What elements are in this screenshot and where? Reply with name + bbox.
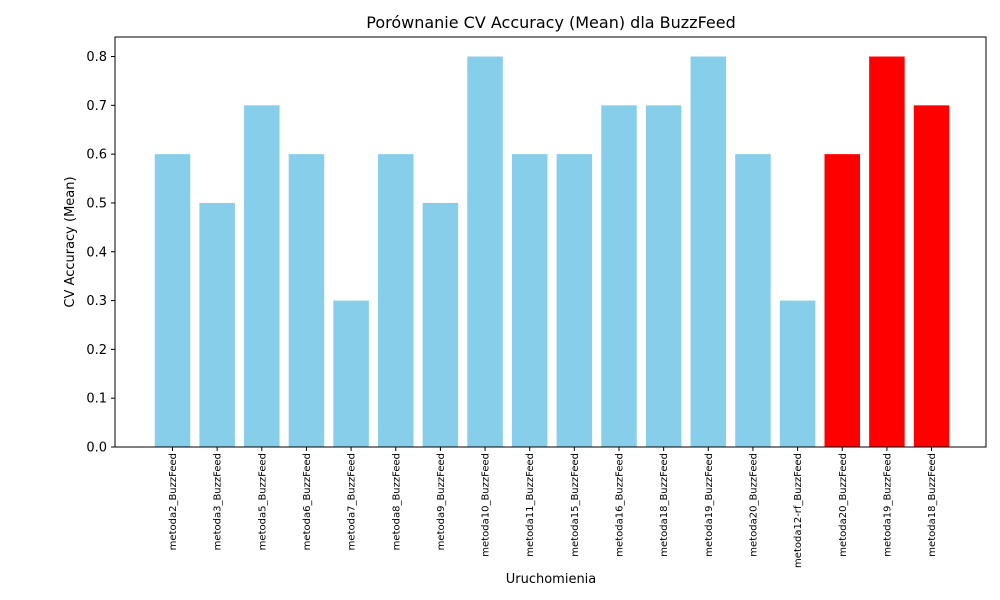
bar — [333, 300, 369, 447]
x-tick-label: metoda18_BuzzFeed — [659, 453, 670, 557]
x-tick-label: metoda6_BuzzFeed — [302, 453, 313, 550]
y-tick-label: 0.4 — [86, 245, 107, 260]
x-tick-label: metoda20_BuzzFeed — [748, 453, 759, 557]
x-tick-label: metoda19_BuzzFeed — [882, 453, 893, 557]
x-tick-label: metoda5_BuzzFeed — [257, 453, 268, 550]
bar — [244, 105, 280, 447]
bars-group — [154, 56, 950, 448]
x-tick-label: metoda16_BuzzFeed — [615, 453, 626, 557]
y-tick-label: 0.1 — [86, 392, 107, 407]
y-tick-label: 0.0 — [86, 441, 107, 456]
x-axis-ticks: metoda2_BuzzFeed metoda3_BuzzFeed metoda5_… — [168, 447, 938, 568]
bar — [288, 154, 325, 447]
bar — [422, 202, 459, 447]
bar — [690, 56, 727, 448]
y-tick-label: 0.8 — [86, 50, 107, 65]
bar — [511, 154, 548, 447]
x-tick-label: metoda3_BuzzFeed — [213, 453, 224, 550]
x-axis-label: Uruchomienia — [506, 572, 597, 587]
bar — [645, 105, 682, 447]
plot-frame — [114, 36, 987, 448]
x-tick-label: metoda9_BuzzFeed — [436, 453, 447, 550]
y-axis-ticks: 0.0 0.1 0.2 0.3 0.4 0.5 0.6 0.7 0.8 — [86, 50, 115, 456]
y-tick-label: 0.5 — [86, 196, 107, 211]
y-tick-label: 0.7 — [86, 99, 107, 114]
x-tick-label: metoda15_BuzzFeed — [570, 453, 581, 557]
x-tick-label: metoda8_BuzzFeed — [391, 453, 402, 550]
x-tick-label: metoda7_BuzzFeed — [347, 453, 358, 550]
bar — [601, 105, 637, 447]
bar — [869, 56, 905, 448]
bar — [735, 154, 771, 447]
y-tick-label: 0.2 — [86, 343, 107, 358]
y-tick-label: 0.3 — [86, 294, 107, 309]
x-tick-label: metoda10_BuzzFeed — [481, 453, 492, 557]
x-tick-label: metoda18_BuzzFeed — [927, 453, 938, 557]
y-tick-label: 0.6 — [86, 148, 107, 163]
bar — [378, 154, 414, 447]
x-tick-label: metoda20_BuzzFeed — [838, 453, 849, 557]
chart-title: Porównanie CV Accuracy (Mean) dla BuzzFe… — [366, 13, 736, 32]
bar — [467, 56, 503, 448]
x-tick-label: metoda11_BuzzFeed — [525, 453, 536, 557]
bar — [199, 202, 235, 447]
bar — [824, 154, 860, 447]
x-tick-label: metoda2_BuzzFeed — [168, 453, 179, 550]
bar — [556, 154, 593, 447]
y-axis-label: CV Accuracy (Mean) — [63, 176, 78, 307]
bar — [154, 154, 191, 447]
x-tick-label: metoda19_BuzzFeed — [704, 453, 715, 557]
bar — [779, 300, 816, 447]
x-tick-label: metoda12-rf_BuzzFeed — [793, 453, 804, 568]
bar — [913, 105, 950, 447]
